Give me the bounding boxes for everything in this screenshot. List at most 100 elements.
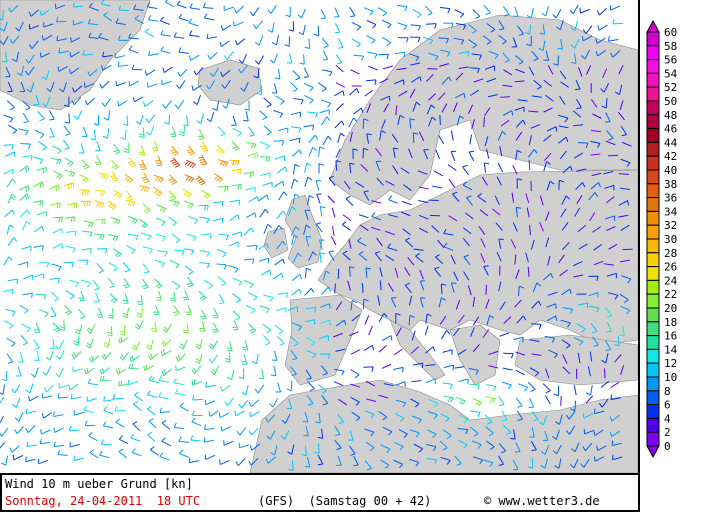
wind-barb: [392, 147, 399, 158]
wind-barb: [306, 350, 317, 359]
wind-barb: [21, 323, 31, 333]
wind-barb: [394, 441, 404, 451]
wind-barb: [363, 344, 374, 351]
legend-swatch: [646, 224, 660, 240]
wind-barb: [591, 172, 602, 177]
wind-barb: [539, 415, 548, 426]
wind-barb: [543, 134, 552, 142]
wind-barb: [433, 170, 443, 177]
wind-barb: [531, 411, 539, 422]
wind-barb: [228, 265, 239, 274]
wind-barb: [517, 285, 525, 297]
wind-barb: [18, 261, 29, 268]
wind-barb: [18, 165, 30, 173]
wind-barb: [263, 125, 272, 136]
wind-barb: [378, 394, 389, 399]
wind-barb: [410, 24, 421, 31]
wind-barb: [175, 365, 186, 372]
wind-barb: [103, 110, 111, 121]
wind-barb: [216, 144, 225, 155]
legend-label: 8: [664, 385, 671, 398]
wind-barb: [213, 201, 224, 207]
wind-barb: [101, 64, 112, 71]
wind-barb: [619, 100, 624, 110]
wind-barb: [589, 351, 593, 362]
wind-barb: [118, 380, 129, 387]
wind-barb: [413, 443, 423, 453]
wind-barb: [349, 266, 355, 277]
wind-barb: [570, 39, 580, 49]
wind-barb: [347, 280, 351, 291]
wind-barb: [14, 425, 25, 435]
wind-barb: [33, 199, 44, 206]
wind-barb: [610, 381, 620, 389]
wind-barb: [57, 393, 69, 399]
wind-barb: [21, 245, 32, 252]
wind-barb: [468, 39, 478, 49]
wind-barb: [320, 365, 328, 376]
wind-barb: [593, 429, 604, 436]
wind-barb: [575, 182, 586, 190]
wind-barb: [413, 248, 424, 251]
wind-barb: [102, 128, 110, 139]
wind-barb: [529, 367, 540, 377]
wind-barb: [607, 36, 619, 42]
wind-barb: [577, 142, 589, 149]
wind-barb: [216, 248, 227, 258]
wind-barb: [303, 426, 309, 437]
wind-barb: [138, 145, 146, 156]
legend-label: 34: [664, 205, 678, 218]
wind-barb: [25, 66, 35, 76]
wind-barb: [488, 350, 499, 356]
wind-barb: [362, 147, 369, 159]
wind-barb: [92, 280, 100, 291]
wind-barb: [438, 37, 449, 44]
wind-barb: [610, 394, 621, 401]
wind-barb: [45, 350, 54, 361]
wind-barb: [400, 167, 410, 174]
wind-barb: [543, 50, 550, 61]
wind-barb: [425, 364, 436, 367]
wind-barb: [517, 25, 524, 36]
wind-barb: [533, 79, 542, 90]
wind-barb: [204, 454, 216, 460]
wind-barb: [176, 80, 186, 90]
wind-barb: [620, 125, 627, 137]
wind-barb: [426, 443, 437, 452]
wind-barb: [470, 89, 480, 96]
wind-barb: [377, 7, 387, 17]
wind-barb: [173, 305, 180, 316]
wind-barb: [559, 70, 567, 80]
wind-barb: [428, 116, 437, 127]
wind-barb: [66, 202, 78, 209]
wind-barb: [612, 454, 623, 461]
wind-barb: [540, 458, 549, 469]
wind-barb: [72, 2, 84, 8]
wind-barb: [263, 97, 272, 108]
wind-barb: [411, 76, 422, 83]
wind-barb: [560, 81, 570, 88]
wind-barb: [501, 381, 512, 390]
wind-barb: [199, 262, 210, 269]
wind-barb: [197, 129, 205, 140]
wind-barb: [321, 286, 332, 295]
wind-barb: [469, 384, 480, 390]
wind-barb: [450, 130, 454, 141]
wind-barb: [547, 65, 554, 75]
wind-barb: [235, 457, 246, 467]
wind-barb: [193, 67, 204, 76]
wind-barb: [160, 349, 172, 357]
wind-barb: [170, 145, 179, 156]
wind-barb: [543, 79, 553, 87]
wind-barb: [531, 50, 539, 62]
wind-barb: [589, 212, 596, 222]
wind-barb: [525, 252, 529, 263]
wind-barb: [513, 336, 524, 343]
wind-barb: [561, 222, 569, 231]
wind-barb: [240, 81, 249, 92]
wind-barb: [0, 415, 5, 424]
wind-barb: [233, 5, 244, 14]
wind-barb: [269, 398, 279, 408]
wind-barb: [450, 254, 456, 265]
wind-barb: [70, 393, 82, 400]
